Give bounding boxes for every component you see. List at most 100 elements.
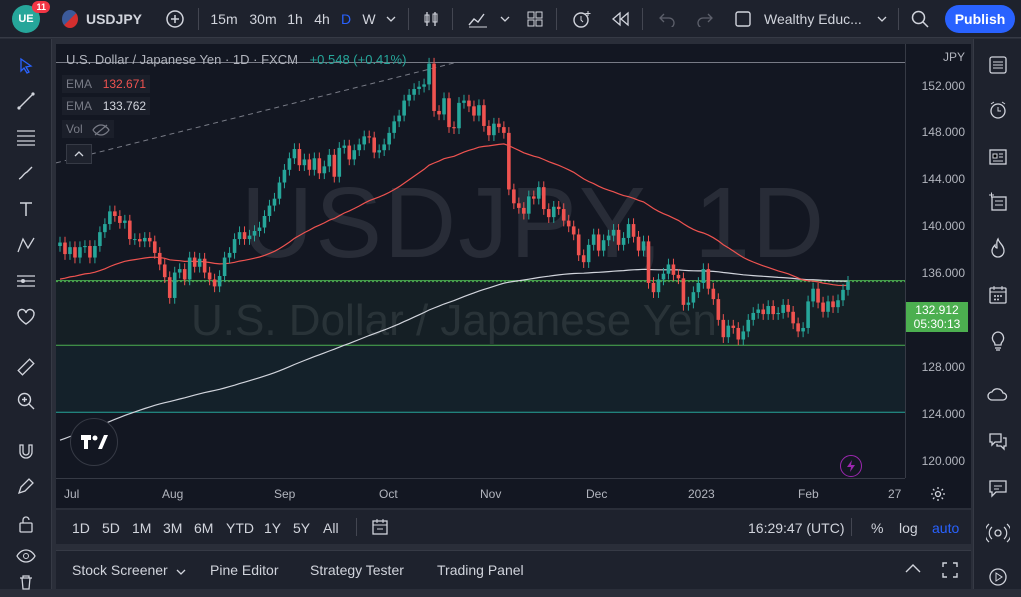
range-6m[interactable]: 6M	[194, 520, 214, 536]
candle-body	[536, 187, 541, 199]
search-button[interactable]	[906, 0, 934, 38]
publish-button[interactable]: Publish	[945, 5, 1015, 33]
tradingview-logo[interactable]	[70, 418, 118, 466]
redo-button[interactable]	[692, 0, 718, 38]
range-1y[interactable]: 1Y	[264, 520, 282, 536]
price-currency[interactable]: JPY	[942, 50, 965, 64]
collapse-panel-button[interactable]	[904, 562, 922, 579]
streams-button[interactable]	[982, 380, 1014, 412]
price-chart[interactable]	[56, 44, 905, 478]
templates-button[interactable]	[522, 0, 548, 38]
go-to-date-button[interactable]	[370, 517, 390, 540]
replay-button[interactable]	[606, 0, 634, 38]
volume-legend[interactable]: Vol	[62, 120, 115, 138]
fib-tool[interactable]	[10, 122, 42, 152]
tab-pine-editor[interactable]: Pine Editor	[210, 562, 279, 578]
measure-tool[interactable]	[10, 352, 42, 382]
candle-body	[167, 277, 172, 298]
time-label: 27	[888, 487, 902, 501]
tab-stock-screener[interactable]: Stock Screener	[72, 562, 168, 578]
time-axis[interactable]: Jul Aug Sep Oct Nov Dec 2023 Feb 27	[56, 478, 905, 508]
interval-dropdown[interactable]	[383, 0, 399, 38]
candle-body	[282, 169, 287, 183]
price-label: 140.000	[921, 219, 965, 233]
prediction-tool[interactable]	[10, 266, 42, 296]
range-all[interactable]: All	[323, 520, 339, 536]
brush-tool[interactable]	[10, 158, 42, 188]
candle-body	[611, 229, 616, 236]
chart-settings-button[interactable]	[926, 484, 950, 504]
compare-add-button[interactable]	[162, 0, 188, 38]
layout-button[interactable]	[730, 0, 756, 38]
candle-body	[162, 264, 167, 278]
candle-body	[846, 281, 850, 290]
interval-d[interactable]: D	[340, 11, 352, 27]
tab-trading-panel[interactable]: Trading Panel	[437, 562, 524, 578]
help-button[interactable]	[982, 517, 1014, 549]
hide-drawings-tool[interactable]	[10, 541, 42, 571]
layout-name[interactable]: Wealthy Educ...	[764, 11, 862, 27]
ideas-button[interactable]	[982, 325, 1014, 357]
interval-30m[interactable]: 30m	[249, 11, 277, 27]
watchlist-button[interactable]	[982, 49, 1014, 81]
chart-pane[interactable]: USDJPY, 1D U.S. Dollar / Japanese Yen U.…	[56, 44, 971, 508]
percent-toggle[interactable]: %	[871, 520, 884, 536]
tab-strategy-tester[interactable]: Strategy Tester	[310, 562, 404, 578]
range-1d[interactable]: 1D	[72, 520, 90, 536]
candle-body	[108, 211, 112, 225]
text-tool[interactable]	[10, 194, 42, 224]
indicators-button[interactable]	[464, 0, 492, 38]
calendar-button[interactable]	[982, 279, 1014, 311]
stay-drawing-tool[interactable]	[10, 471, 42, 501]
candle-body	[806, 301, 810, 328]
range-1m[interactable]: 1M	[132, 520, 152, 536]
news-button[interactable]	[982, 141, 1014, 173]
layout-dropdown[interactable]	[874, 0, 890, 38]
trend-line-tool[interactable]	[10, 86, 42, 116]
candle-body	[362, 136, 367, 145]
interval-w[interactable]: W	[362, 11, 376, 27]
trash-icon	[20, 575, 32, 590]
range-3m[interactable]: 3M	[163, 520, 183, 536]
interval-4h[interactable]: 4h	[314, 11, 330, 27]
candle-body	[522, 207, 526, 214]
alerts-button[interactable]	[982, 94, 1014, 126]
range-ytd[interactable]: YTD	[226, 520, 254, 536]
play-button[interactable]	[982, 561, 1014, 593]
private-chats-button[interactable]	[982, 472, 1014, 504]
zoom-tool[interactable]	[10, 386, 42, 416]
range-5d[interactable]: 5D	[102, 520, 120, 536]
avatar[interactable]: UE 11	[12, 1, 50, 33]
undo-button[interactable]	[654, 0, 680, 38]
remove-drawings-tool[interactable]	[10, 567, 42, 597]
screener-dropdown[interactable]	[176, 565, 186, 580]
cursor-tool[interactable]	[10, 51, 42, 81]
maximize-panel-button[interactable]	[941, 561, 959, 582]
pattern-tool[interactable]	[10, 230, 42, 260]
chats-button[interactable]	[982, 425, 1014, 457]
alert-button[interactable]	[568, 0, 596, 38]
interval-1h[interactable]: 1h	[287, 11, 303, 27]
tradingview-logo-icon	[81, 435, 108, 449]
collapse-legend-button[interactable]	[66, 144, 92, 164]
data-window-button[interactable]	[982, 186, 1014, 218]
auto-toggle[interactable]: auto	[932, 520, 960, 536]
range-5y[interactable]: 5Y	[293, 520, 311, 536]
interval-15m[interactable]: 15m	[210, 11, 238, 27]
indicators-dropdown[interactable]	[497, 0, 513, 38]
logo[interactable]: UE 11	[10, 0, 50, 38]
symbol-search[interactable]: USDJPY	[62, 0, 142, 38]
magnet-tool[interactable]	[10, 436, 42, 466]
candle-body	[666, 264, 671, 274]
lock-drawings-tool[interactable]	[10, 509, 42, 539]
favorites-tool[interactable]	[10, 302, 42, 332]
hotlist-button[interactable]	[982, 232, 1014, 264]
chart-type-button[interactable]	[418, 0, 444, 38]
price-axis[interactable]: JPY 152.000 148.000 144.000 140.000 136.…	[905, 44, 971, 478]
candle-body	[372, 137, 377, 153]
ema-fast-legend[interactable]: EMA 132.671	[62, 75, 151, 93]
utc-clock[interactable]: 16:29:47 (UTC)	[748, 520, 845, 536]
lightning-button[interactable]	[840, 455, 862, 477]
log-toggle[interactable]: log	[899, 520, 918, 536]
ema-slow-legend[interactable]: EMA 133.762	[62, 97, 151, 115]
